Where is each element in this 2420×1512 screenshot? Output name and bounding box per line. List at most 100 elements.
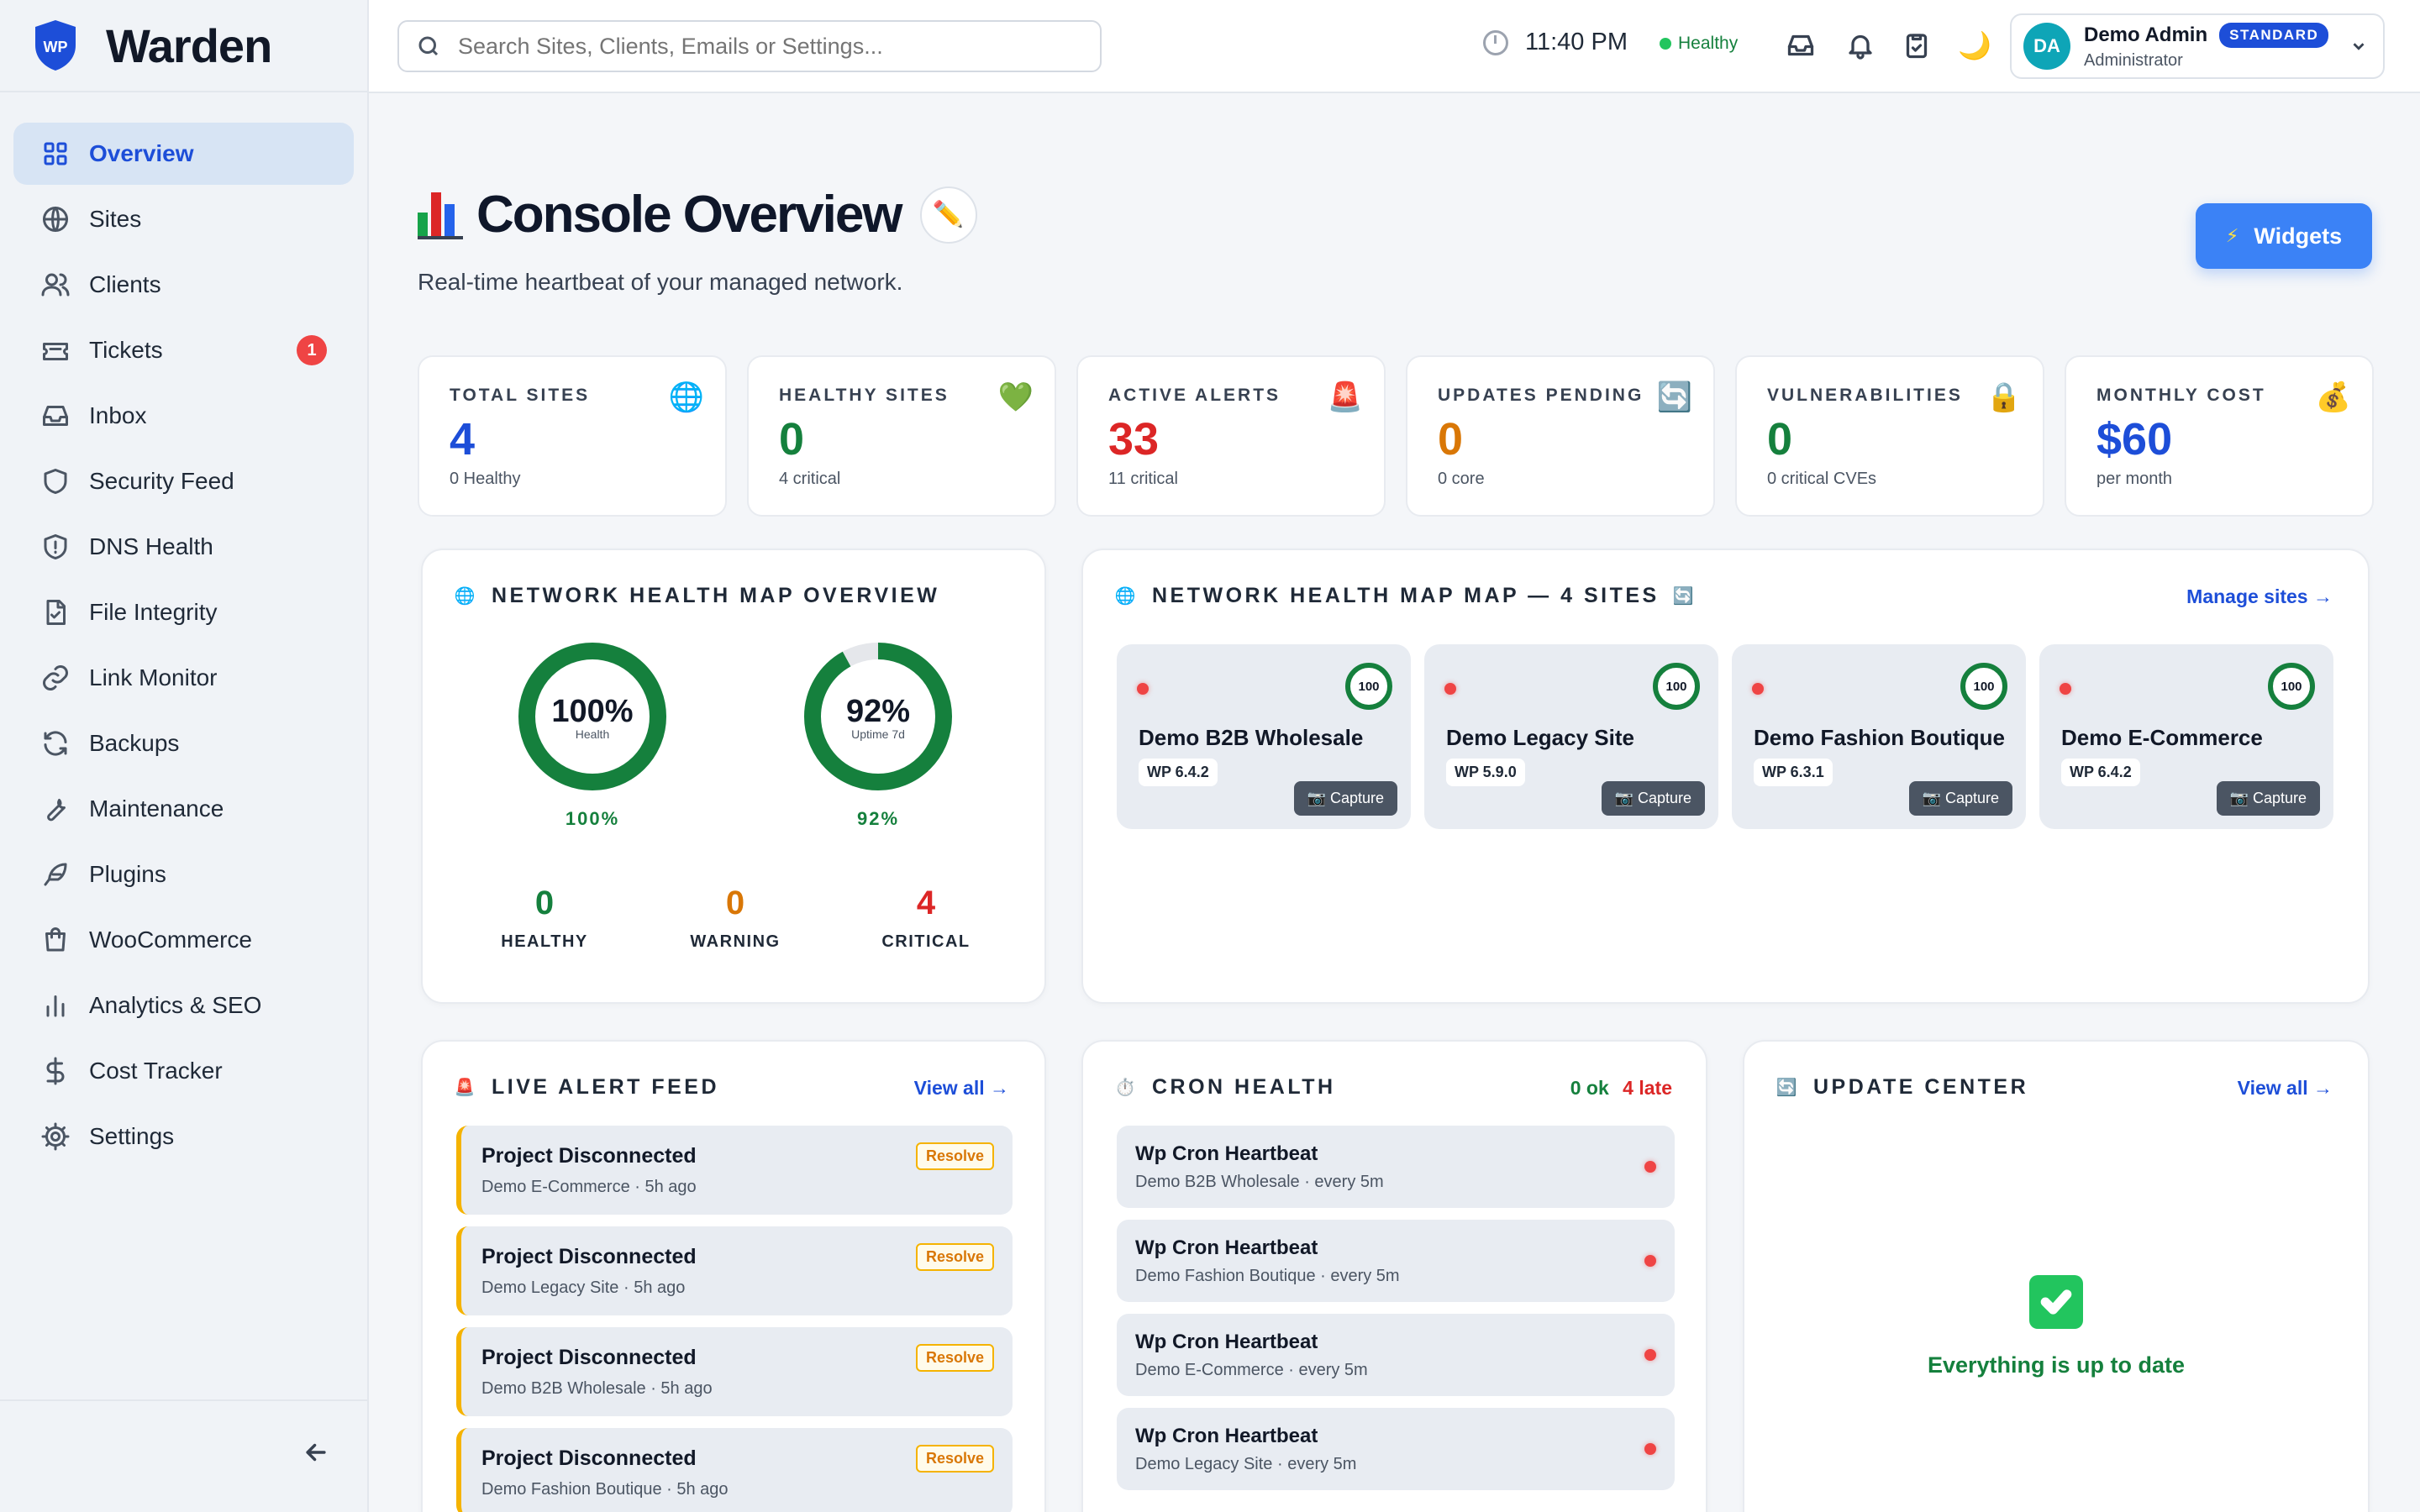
user-menu[interactable]: DA Demo Admin STANDARD Administrator [2010,13,2385,79]
stat-subtext: 0 Healthy [450,470,521,488]
cron-item[interactable]: Wp Cron Heartbeat Demo E-Commerce · every… [1117,1314,1675,1396]
cron-item[interactable]: Wp Cron Heartbeat Demo B2B Wholesale · ev… [1117,1126,1675,1208]
view-all-updates-link[interactable]: View all → [2237,1077,2333,1099]
capture-button[interactable]: 📷 Capture [1908,781,2012,816]
up-to-date-message: Everything is up to date [1927,1352,2186,1378]
widgets-button[interactable]: ⚡ Widgets [2196,203,2372,269]
stat-card[interactable]: UPDATES PENDING 0 0 core 🔄 [1406,355,1715,517]
stat-card[interactable]: ACTIVE ALERTS 33 11 critical 🚨 [1076,355,1386,517]
sidebar-item-file-integrity[interactable]: File Integrity [13,581,354,643]
sidebar-item-label: Backups [89,730,180,756]
count-value: 4 [916,885,936,921]
sidebar-item-cost-tracker[interactable]: Cost Tracker [13,1040,354,1102]
cron-title: Wp Cron Heartbeat [1135,1425,1318,1447]
count-label: CRITICAL [881,932,971,951]
widgets-label: Widgets [2254,223,2343,249]
system-status[interactable]: Healthy [1660,34,1738,54]
sidebar-item-tickets[interactable]: Tickets 1 [13,319,354,381]
sidebar-item-label: Tickets [89,337,163,363]
alert-item[interactable]: Project Disconnected Demo Legacy Site · 5… [456,1226,1013,1315]
shield-logo-icon: WP [35,20,76,71]
search-input[interactable] [458,33,1097,60]
avatar: DA [2023,23,2070,70]
tasks-button[interactable] [1900,29,1933,62]
edit-title-button[interactable]: ✏️ [919,186,977,244]
sidebar-item-label: Security Feed [89,468,234,494]
resolve-button[interactable]: Resolve [915,1344,994,1372]
sidebar-item-dns-health[interactable]: DNS Health [13,516,354,578]
stat-subtext: 0 critical CVEs [1767,470,1877,488]
site-card[interactable]: 100 Demo Fashion Boutique WP 6.3.1 📷 Captur… [1732,644,2026,829]
theme-toggle-button[interactable]: 🌙 [1958,29,1991,62]
page-subtitle: Real-time heartbeat of your managed netw… [418,269,903,295]
sidebar-item-settings[interactable]: Settings [13,1105,354,1168]
refresh-icon: 🔄 [1776,1079,1801,1097]
dollar-icon [40,1056,71,1086]
alert-item[interactable]: Project Disconnected Demo B2B Wholesale ·… [456,1327,1013,1416]
health-score-badge: 100 [1653,663,1700,710]
resolve-button[interactable]: Resolve [915,1142,994,1170]
sidebar-item-label: Plugins [89,861,166,887]
sidebar-item-security-feed[interactable]: Security Feed [13,450,354,512]
stat-value: 0 [1438,414,1464,465]
resolve-button[interactable]: Resolve [915,1243,994,1271]
capture-button[interactable]: 📷 Capture [1293,781,1397,816]
wrench-icon [40,794,71,824]
refresh-icon[interactable]: 🔄 [1672,587,1697,606]
sidebar-item-plugins[interactable]: Plugins [13,843,354,906]
stat-card[interactable]: HEALTHY SITES 0 4 critical 💚 [747,355,1056,517]
notifications-button[interactable] [1844,29,1877,62]
capture-button[interactable]: 📷 Capture [2216,781,2320,816]
site-card[interactable]: 100 Demo E-Commerce WP 6.4.2 📷 Capture [2039,644,2333,829]
health-score-badge: 100 [1960,663,2007,710]
sidebar-item-link-monitor[interactable]: Link Monitor [13,647,354,709]
view-all-alerts-link[interactable]: View all → [913,1077,1009,1099]
resolve-button[interactable]: Resolve [915,1445,994,1473]
wp-version-badge: WP 6.4.2 [2061,759,2140,786]
alert-title: Project Disconnected [481,1446,697,1470]
cron-meta: Demo E-Commerce · every 5m [1135,1361,1368,1379]
alert-item[interactable]: Project Disconnected Demo E-Commerce · 5h… [456,1126,1013,1215]
capture-button[interactable]: 📷 Capture [1601,781,1705,816]
sidebar-item-overview[interactable]: Overview [13,123,354,185]
status-count: 0 HEALTHY [460,885,629,952]
stat-card[interactable]: VULNERABILITIES 0 0 critical CVEs 🔒 [1735,355,2044,517]
manage-sites-link[interactable]: Manage sites → [2186,585,2333,607]
cron-item[interactable]: Wp Cron Heartbeat Demo Legacy Site · ever… [1117,1408,1675,1490]
stat-icon: 🔄 [1656,381,1693,413]
inbox-button[interactable] [1784,29,1818,62]
wp-version-badge: WP 6.3.1 [1754,759,1833,786]
stat-card[interactable]: MONTHLY COST $60 per month 💰 [2065,355,2374,517]
sidebar-item-backups[interactable]: Backups [13,712,354,774]
stat-value: 33 [1108,414,1160,465]
stat-icon: 💚 [997,381,1034,413]
inbox-icon [40,401,71,431]
status-dot-icon [1137,683,1149,695]
brand[interactable]: WP Warden [0,0,367,92]
gauge-value: 100% [551,694,633,729]
alert-item[interactable]: Project Disconnected Demo Fashion Boutiqu… [456,1428,1013,1512]
status-dot-icon [1644,1443,1656,1455]
sidebar-item-inbox[interactable]: Inbox [13,385,354,447]
stat-label: ACTIVE ALERTS [1108,386,1281,405]
sidebar-item-woocommerce[interactable]: WooCommerce [13,909,354,971]
cron-item[interactable]: Wp Cron Heartbeat Demo Fashion Boutique ·… [1117,1220,1675,1302]
sidebar-item-maintenance[interactable]: Maintenance [13,778,354,840]
stat-card[interactable]: TOTAL SITES 4 0 Healthy 🌐 [418,355,727,517]
sidebar-item-clients[interactable]: Clients [13,254,354,316]
cron-title: Wp Cron Heartbeat [1135,1331,1318,1353]
site-card[interactable]: 100 Demo B2B Wholesale WP 6.4.2 📷 Capture [1117,644,1411,829]
site-card[interactable]: 100 Demo Legacy Site WP 5.9.0 📷 Capture [1424,644,1718,829]
sidebar-item-label: Inbox [89,402,147,428]
wp-version-badge: WP 6.4.2 [1139,759,1218,786]
sidebar-item-analytics-seo[interactable]: Analytics & SEO [13,974,354,1037]
status-dot-icon [1644,1349,1656,1361]
gauge-value: 92% [846,694,910,729]
sidebar-item-sites[interactable]: Sites [13,188,354,250]
collapse-sidebar-button[interactable] [297,1433,335,1472]
health-gauge: 100% Health 100% [517,641,668,830]
search-box[interactable] [397,20,1102,72]
page-header: Console Overview ✏️ [418,185,977,244]
pencil-icon: ✏️ [932,201,965,228]
status-text: Healthy [1678,34,1739,53]
